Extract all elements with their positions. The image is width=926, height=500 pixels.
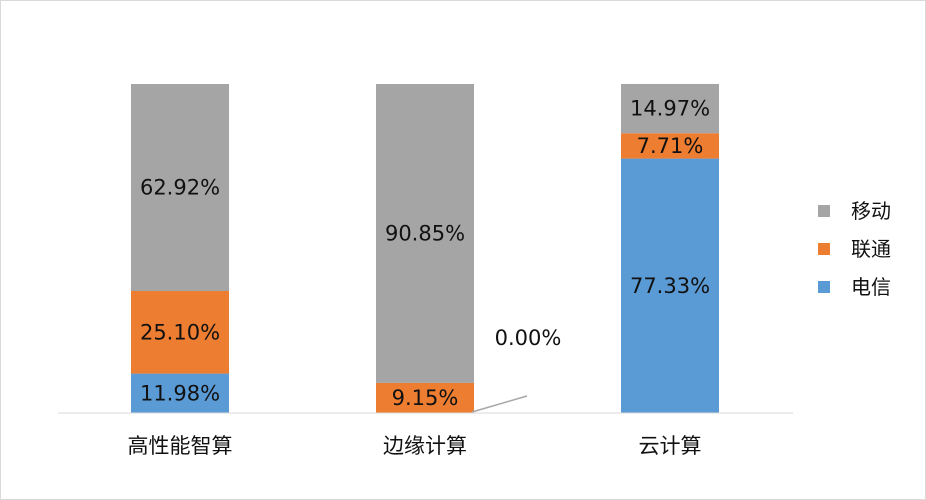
bar-segment-2-2 xyxy=(621,83,719,134)
segment-labels-group: 11.98% 25.10% 62.92% 0.00% 9.15% 90.85% 77.33%… xyxy=(140,97,710,410)
callouts-group xyxy=(471,395,528,413)
bar-segment-2-1 xyxy=(621,133,719,159)
bar-segment-1-2 xyxy=(376,84,474,383)
segment-label-1-1: 9.15% xyxy=(392,386,459,410)
segment-label-1-0: 0.00% xyxy=(495,326,562,350)
legend-label-1: 联通 xyxy=(851,237,891,261)
leader-line-1-0 xyxy=(471,395,528,413)
segment-label-0-2: 62.92% xyxy=(140,176,220,200)
segment-label-2-2: 14.97% xyxy=(630,97,710,121)
segment-label-2-1: 7.71% xyxy=(637,134,704,158)
bar-segment-0-2 xyxy=(131,84,229,292)
legend-label-0: 移动 xyxy=(851,199,891,223)
segment-label-1-2: 90.85% xyxy=(385,221,465,245)
category-label-0: 高性能智算 xyxy=(128,434,233,458)
category-label-2: 云计算 xyxy=(639,434,702,458)
legend-swatch-1 xyxy=(818,243,830,255)
bar-segment-0-1 xyxy=(131,291,229,374)
segment-label-0-1: 25.10% xyxy=(140,320,220,344)
category-label-1: 边缘计算 xyxy=(383,434,467,458)
segment-label-2-0: 77.33% xyxy=(630,274,710,298)
bar-segment-1-1 xyxy=(376,382,474,413)
segment-label-0-0: 11.98% xyxy=(140,381,220,405)
legend-label-2: 电信 xyxy=(851,275,891,299)
category-labels-group: 高性能智算 边缘计算 云计算 xyxy=(128,434,702,458)
legend-swatch-2 xyxy=(818,281,830,293)
bar-segment-2-0 xyxy=(621,158,719,413)
bars-group xyxy=(131,83,719,413)
legend-swatch-0 xyxy=(818,205,830,217)
bar-segment-0-0 xyxy=(131,373,229,413)
